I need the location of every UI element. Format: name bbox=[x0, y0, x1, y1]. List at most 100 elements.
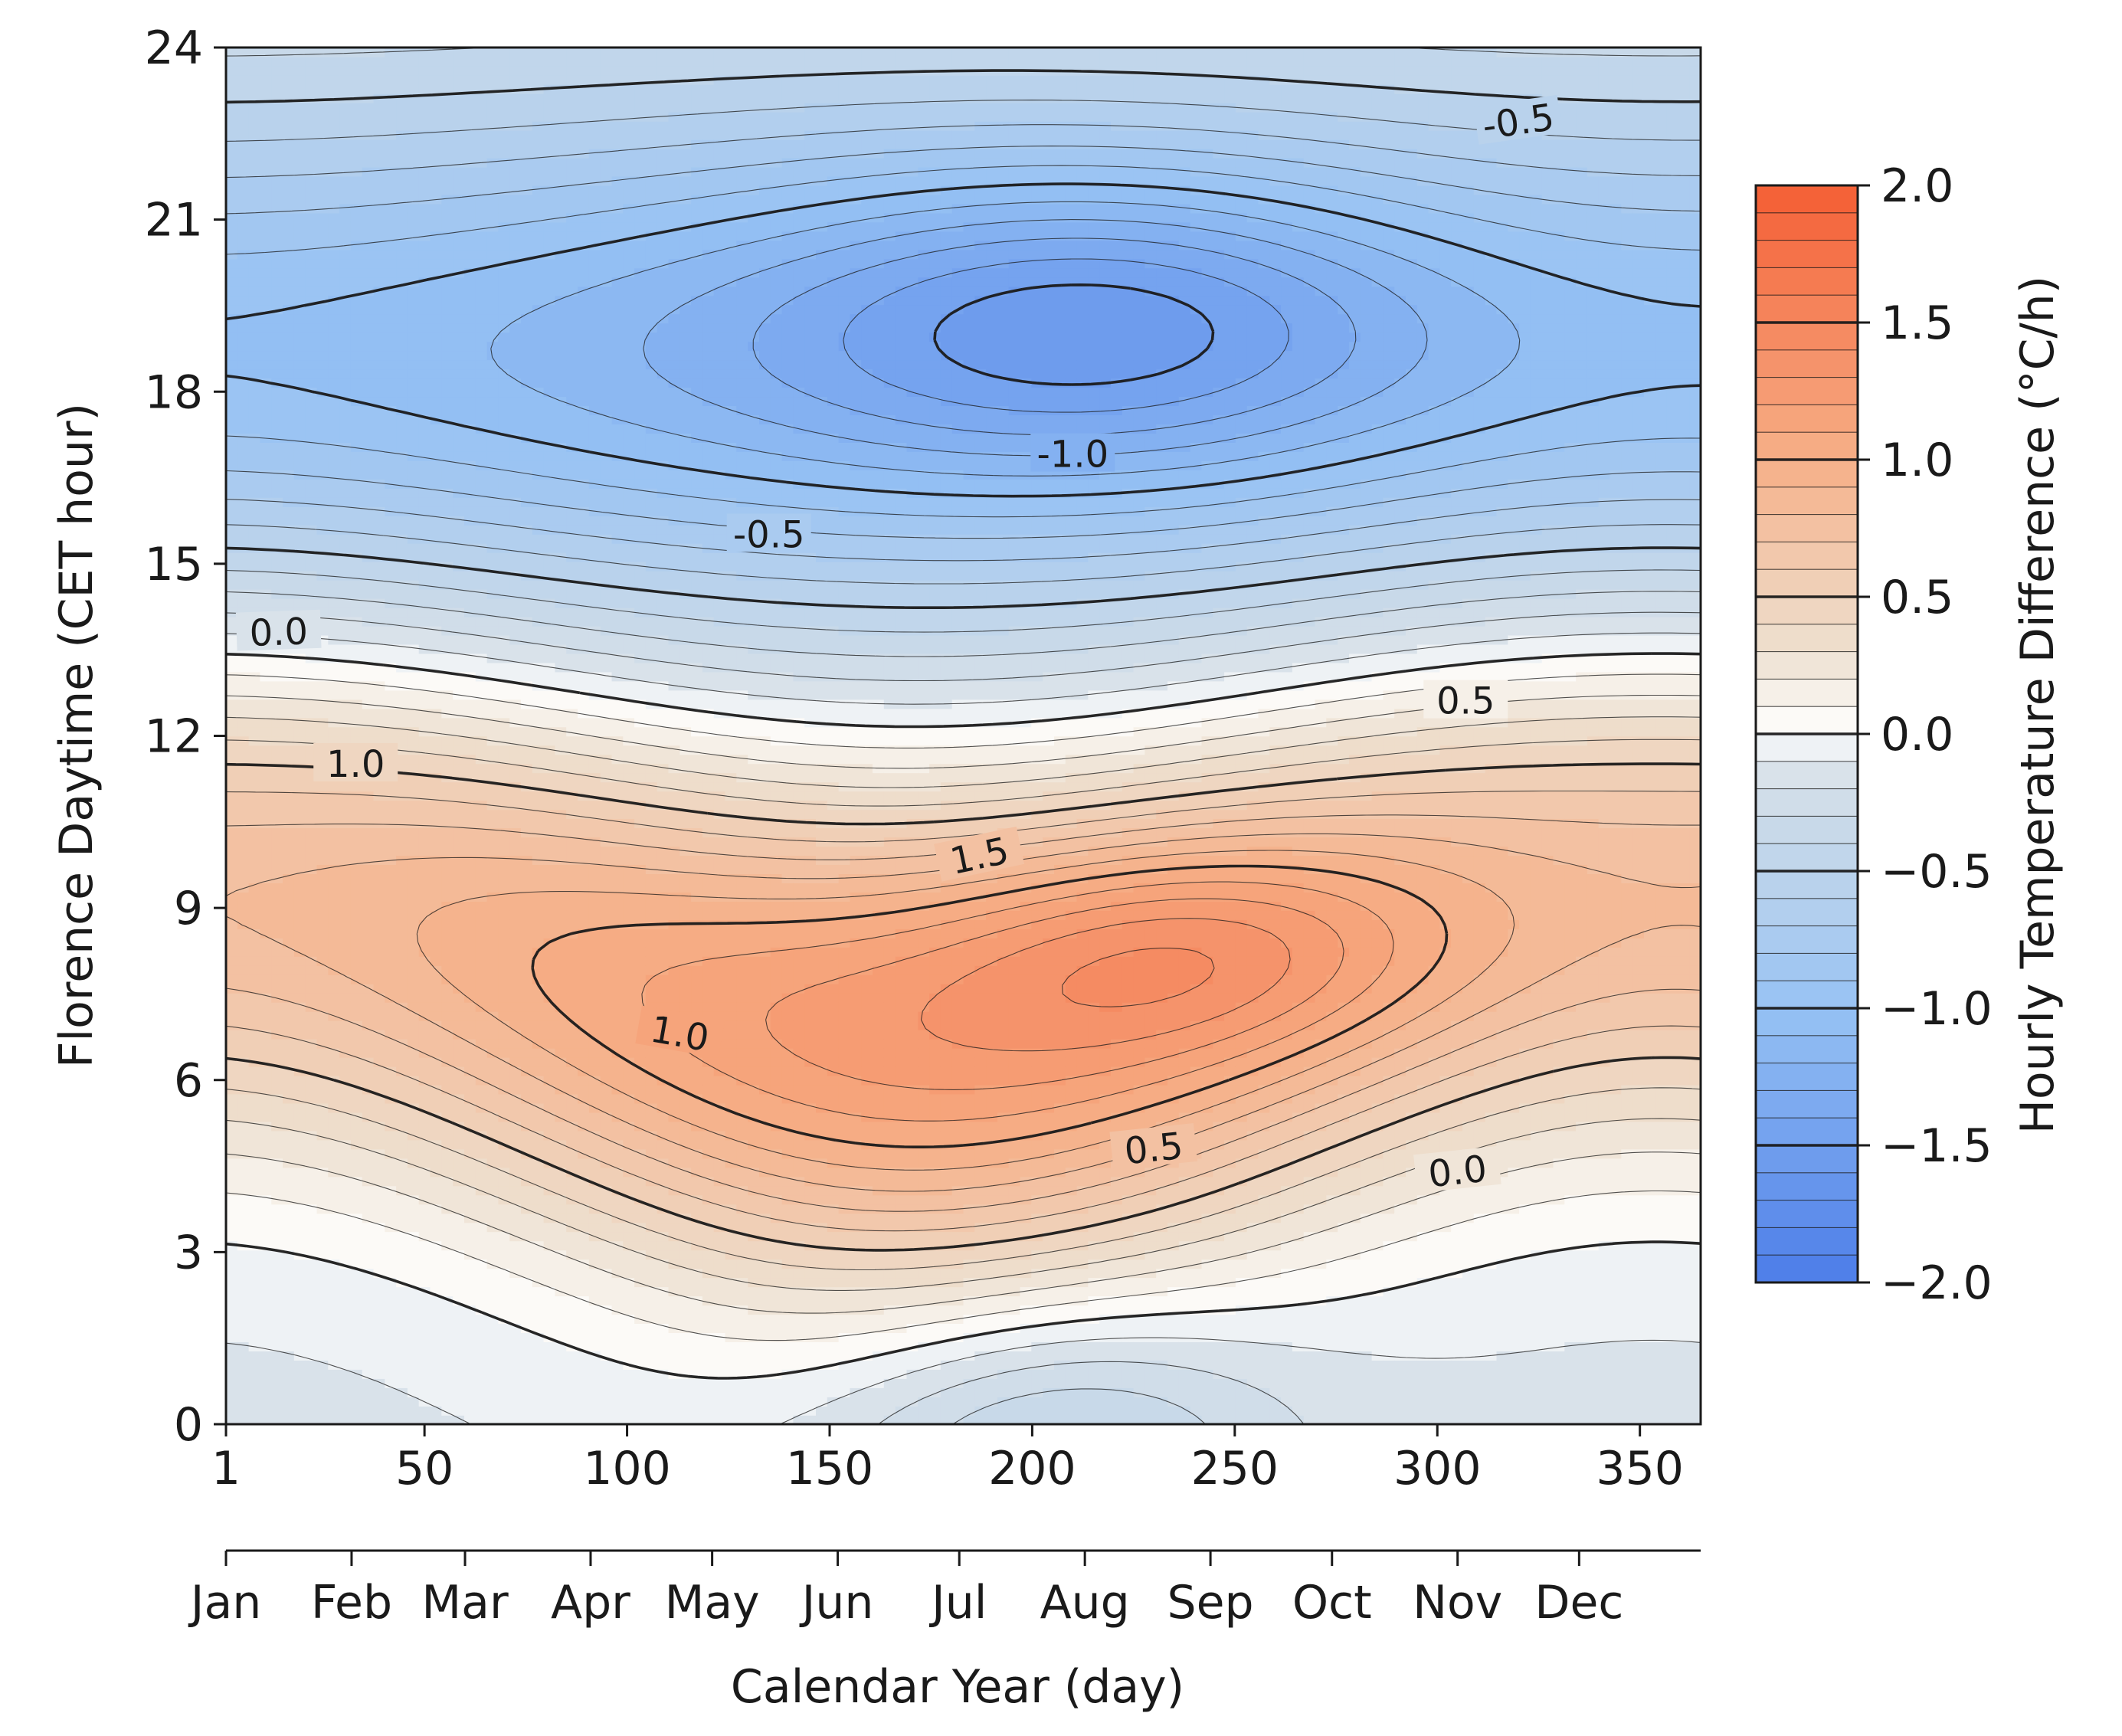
heat-cell bbox=[464, 1047, 476, 1058]
heat-cell bbox=[328, 460, 340, 470]
heat-cell bbox=[498, 901, 510, 911]
heat-cell bbox=[578, 662, 590, 673]
heat-cell bbox=[260, 929, 272, 938]
heat-cell bbox=[328, 1250, 340, 1260]
heat-cell bbox=[226, 818, 238, 829]
heat-cell bbox=[600, 1222, 613, 1233]
heat-cell bbox=[566, 405, 578, 415]
heat-cell bbox=[578, 1387, 590, 1397]
heat-cell bbox=[385, 1194, 397, 1205]
heat-cell bbox=[385, 542, 397, 553]
heat-cell bbox=[453, 1075, 465, 1086]
heat-cell bbox=[578, 74, 590, 85]
heat-cell bbox=[407, 460, 420, 470]
heat-cell bbox=[293, 827, 306, 838]
heat-cell bbox=[418, 984, 431, 994]
heat-cell bbox=[362, 102, 375, 113]
heat-cell bbox=[521, 387, 533, 398]
heat-cell bbox=[293, 1240, 306, 1251]
heat-cell bbox=[464, 286, 476, 296]
heat-cell bbox=[407, 735, 420, 746]
heat-cell bbox=[248, 332, 261, 342]
heat-cell bbox=[555, 1369, 567, 1379]
heat-cell bbox=[248, 1010, 261, 1021]
heat-cell bbox=[339, 1222, 352, 1233]
heat-cell bbox=[362, 1295, 375, 1306]
heat-cell bbox=[543, 139, 556, 149]
heat-cell bbox=[486, 387, 499, 398]
heat-cell bbox=[396, 1222, 408, 1233]
heat-cell bbox=[293, 1102, 306, 1113]
heat-cell bbox=[260, 726, 272, 737]
heat-cell bbox=[305, 561, 318, 572]
heat-cell bbox=[555, 1397, 567, 1407]
heat-cell bbox=[293, 1323, 306, 1333]
heat-cell bbox=[350, 901, 363, 911]
heat-cell bbox=[226, 644, 238, 654]
heat-cell bbox=[283, 157, 295, 168]
heat-cell bbox=[578, 350, 590, 361]
heat-cell bbox=[260, 157, 272, 168]
heat-cell bbox=[486, 1066, 499, 1076]
heat-cell bbox=[248, 323, 261, 333]
heat-cell bbox=[475, 451, 488, 461]
heat-cell bbox=[521, 1360, 533, 1370]
heat-cell bbox=[237, 1222, 250, 1233]
heat-cell bbox=[441, 102, 454, 113]
heat-cell bbox=[260, 442, 272, 452]
heat-cell bbox=[385, 1406, 397, 1416]
heat-cell bbox=[418, 304, 431, 315]
heat-cell bbox=[226, 387, 238, 398]
heat-cell bbox=[509, 1010, 522, 1021]
heat-cell bbox=[441, 277, 454, 287]
heat-cell bbox=[418, 57, 431, 67]
heat-cell bbox=[566, 166, 578, 177]
heat-cell bbox=[396, 1194, 408, 1205]
heat-cell bbox=[566, 1378, 578, 1388]
heat-cell bbox=[464, 1268, 476, 1279]
heat-cell bbox=[453, 323, 465, 333]
heat-cell bbox=[498, 1397, 510, 1407]
heat-cell bbox=[498, 864, 510, 874]
heat-cell bbox=[521, 1158, 533, 1168]
heat-cell bbox=[293, 1084, 306, 1095]
heat-cell bbox=[555, 588, 567, 599]
heat-cell bbox=[328, 1121, 340, 1132]
heat-cell bbox=[305, 66, 318, 76]
heat-cell bbox=[305, 1387, 318, 1397]
heat-cell bbox=[543, 525, 556, 535]
heat-cell bbox=[441, 735, 454, 746]
heat-cell bbox=[339, 883, 352, 893]
heat-cell bbox=[385, 57, 397, 67]
heat-cell bbox=[385, 1130, 397, 1141]
heat-cell bbox=[486, 479, 499, 489]
heat-cell bbox=[555, 965, 567, 975]
heat-cell bbox=[509, 1084, 522, 1095]
heat-cell bbox=[328, 1093, 340, 1104]
heat-cell bbox=[453, 1332, 465, 1342]
heat-cell bbox=[498, 653, 510, 663]
heat-cell bbox=[339, 1406, 352, 1416]
heat-cell bbox=[385, 901, 397, 911]
heat-cell bbox=[441, 892, 454, 902]
heat-cell bbox=[453, 974, 465, 984]
heat-cell bbox=[316, 1295, 329, 1306]
heat-cell bbox=[532, 662, 545, 673]
heat-cell bbox=[293, 66, 306, 76]
heat-cell bbox=[498, 249, 510, 260]
heat-cell bbox=[566, 350, 578, 361]
heat-cell bbox=[237, 809, 250, 820]
heat-cell bbox=[248, 974, 261, 984]
heat-cell bbox=[418, 424, 431, 434]
heat-cell bbox=[509, 323, 522, 333]
heat-cell bbox=[418, 846, 431, 857]
heat-cell bbox=[350, 984, 363, 994]
heat-cell bbox=[521, 451, 533, 461]
heat-cell bbox=[498, 938, 510, 948]
heat-cell bbox=[362, 1351, 375, 1361]
heat-cell bbox=[385, 258, 397, 269]
heat-cell bbox=[293, 341, 306, 352]
heat-cell bbox=[260, 249, 272, 260]
heat-cell bbox=[578, 378, 590, 388]
heat-cell bbox=[543, 883, 556, 893]
